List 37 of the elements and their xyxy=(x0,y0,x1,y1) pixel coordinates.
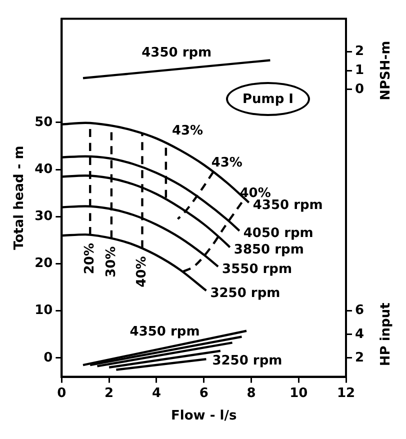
x-tick-label: 2 xyxy=(104,386,114,401)
y-tick-label: 20 xyxy=(34,256,53,272)
y-tick-label: 50 xyxy=(34,114,53,130)
series-label: 3850 rpm xyxy=(234,242,304,258)
text: 30% xyxy=(104,246,119,278)
x-tick-label: 10 xyxy=(290,386,308,401)
series-label: 3250 rpm xyxy=(212,354,282,369)
y-tick-label: 10 xyxy=(34,303,53,318)
y-tick-label: 30 xyxy=(34,209,53,224)
x-tick-label: 4 xyxy=(152,386,161,401)
y3-tick-label: 2 xyxy=(355,350,364,366)
series-label: 4350 rpm xyxy=(142,46,212,61)
x-tick-label: 6 xyxy=(199,386,208,401)
series-label: 4050 rpm xyxy=(243,226,314,242)
y3-tick-label: 6 xyxy=(355,303,364,318)
y2-tick-label: 1 xyxy=(355,62,364,78)
annotation: Pump I xyxy=(242,92,294,106)
y-tick-label: 0 xyxy=(44,350,53,366)
x-tick-label: 0 xyxy=(57,386,66,401)
x-axis-title: Flow - l/s xyxy=(171,408,237,424)
y-tick-label: 40 xyxy=(34,162,53,177)
series-label: 3550 rpm xyxy=(222,262,292,277)
y3-tick-label: 4 xyxy=(355,326,364,342)
series-label: 43% xyxy=(172,124,204,139)
x-tick-label: 8 xyxy=(246,386,256,401)
text: 40% xyxy=(134,256,150,288)
text: 20% xyxy=(82,243,98,274)
series-label: 4350 rpm xyxy=(130,324,200,340)
y2-tick-label: 2 xyxy=(355,44,364,60)
series-label: 43% xyxy=(211,155,242,170)
y2-axis-title: NPSH-m xyxy=(378,40,394,100)
y-axis-title: Total head - m xyxy=(12,146,28,250)
y3-axis-title: HP input xyxy=(378,302,394,366)
y2-tick-label: 0 xyxy=(355,82,364,97)
series-label: 3250 rpm xyxy=(210,286,280,301)
x-tick-label: 12 xyxy=(336,386,356,401)
series-label: 4350 rpm xyxy=(252,198,323,213)
